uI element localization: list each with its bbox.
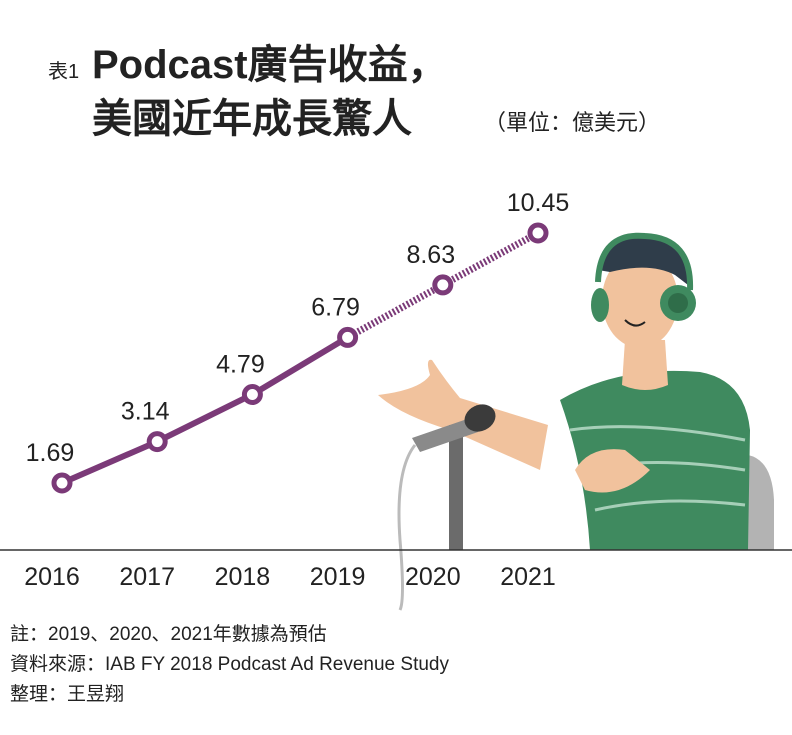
value-label: 8.63 xyxy=(406,241,455,269)
unit-label: （單位：億美元） xyxy=(484,110,660,135)
x-tick-label: 2018 xyxy=(215,563,271,591)
x-tick-label: 2019 xyxy=(310,563,366,591)
x-tick-label: 2017 xyxy=(119,563,175,591)
point xyxy=(337,326,359,348)
value-label: 4.79 xyxy=(216,350,265,378)
point xyxy=(146,431,168,453)
illustration xyxy=(378,232,774,611)
editor: 整理：王昱翔 xyxy=(10,683,124,705)
value-label: 6.79 xyxy=(311,293,360,321)
point xyxy=(432,274,454,296)
x-tick-label: 2020 xyxy=(405,563,461,591)
point xyxy=(51,472,73,494)
x-tick-label: 2016 xyxy=(24,563,80,591)
source: 資料來源：IAB FY 2018 Podcast Ad Revenue Stud… xyxy=(10,653,449,675)
point xyxy=(527,222,549,244)
value-label: 1.69 xyxy=(26,439,75,467)
chart-subtitle: 美國近年成長驚人 xyxy=(92,97,412,141)
value-label: 3.14 xyxy=(121,398,170,426)
line-actual xyxy=(60,334,350,486)
point xyxy=(241,383,263,405)
chart-label: 表1 xyxy=(48,60,79,83)
chart-title: Podcast廣告收益， xyxy=(92,43,448,87)
x-tick-label: 2021 xyxy=(500,563,556,591)
note: 註：2019、2020、2021年數據為預估 xyxy=(10,623,327,645)
value-label: 10.45 xyxy=(507,189,570,217)
